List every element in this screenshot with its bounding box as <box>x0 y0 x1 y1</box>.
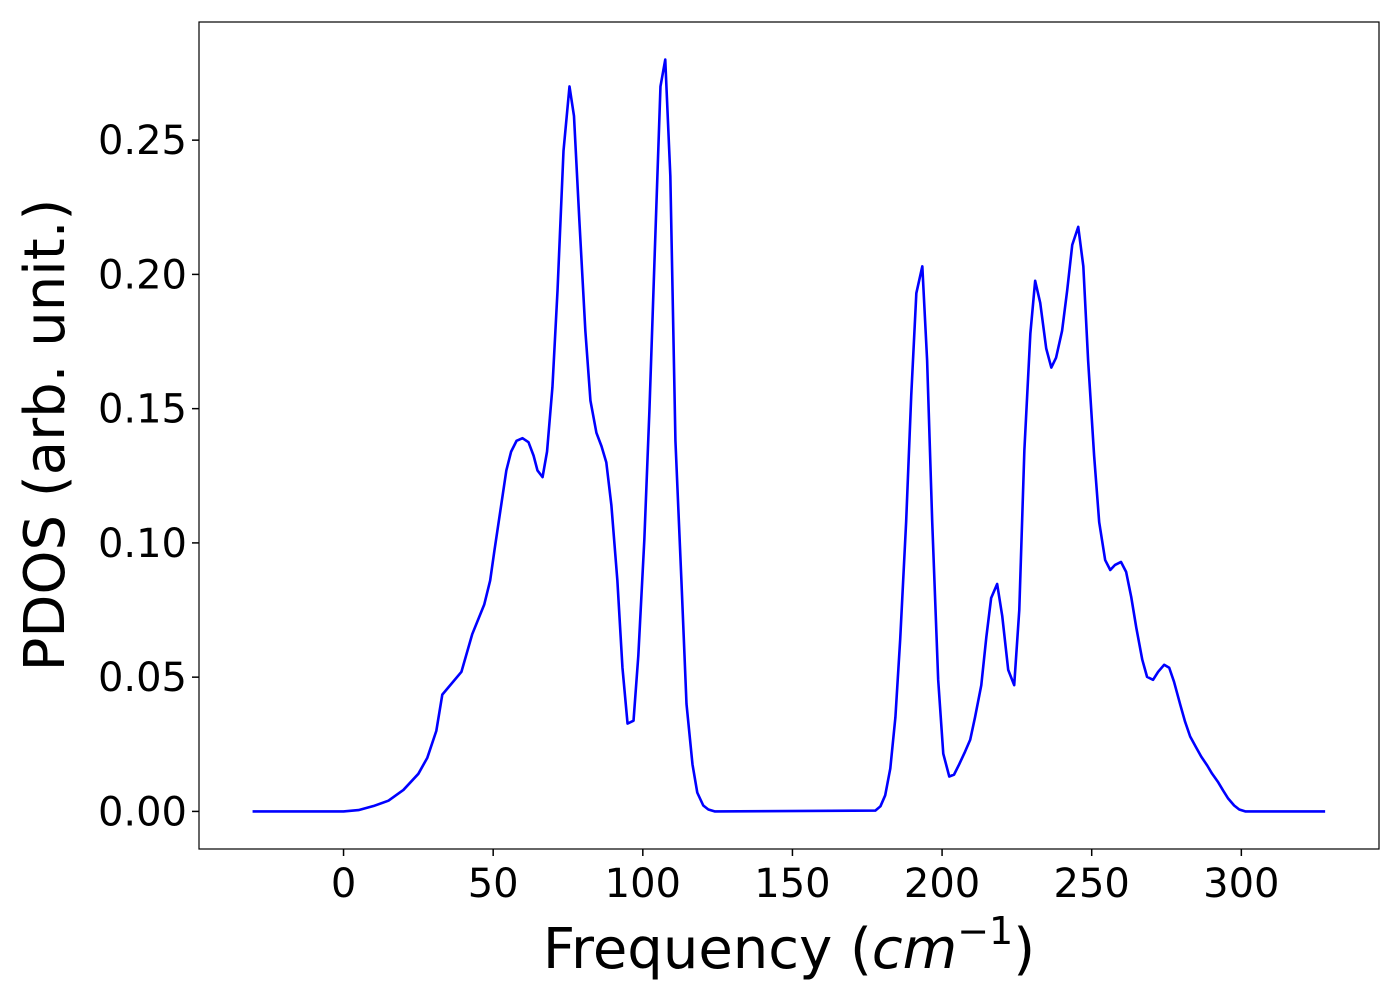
x-tick-label: 200 <box>904 861 980 907</box>
x-label-unit: cm <box>872 917 957 982</box>
x-tick-label: 300 <box>1203 861 1279 907</box>
y-tick-label: 0.25 <box>98 118 187 164</box>
x-label-exponent: −1 <box>957 909 1013 953</box>
x-label-close: ) <box>1013 917 1035 982</box>
line-series <box>252 58 1326 813</box>
y-axis-label: PDOS (arb. unit.) <box>13 199 78 672</box>
x-label-text: Frequency ( <box>543 917 872 982</box>
x-tick-label: 150 <box>754 861 830 907</box>
y-tick-label: 0.10 <box>98 521 187 567</box>
plot-frame <box>198 21 1380 850</box>
y-tick-label: 0.20 <box>98 252 187 298</box>
x-axis-label: Frequency (cm−1) <box>543 909 1035 982</box>
x-tick-label: 0 <box>331 861 356 907</box>
x-tick-label: 250 <box>1054 861 1130 907</box>
y-tick-label: 0.00 <box>98 789 187 835</box>
x-tick-label: 50 <box>468 861 519 907</box>
x-tick-label: 100 <box>605 861 681 907</box>
y-tick-label: 0.05 <box>98 655 187 701</box>
y-tick-label: 0.15 <box>98 387 187 433</box>
